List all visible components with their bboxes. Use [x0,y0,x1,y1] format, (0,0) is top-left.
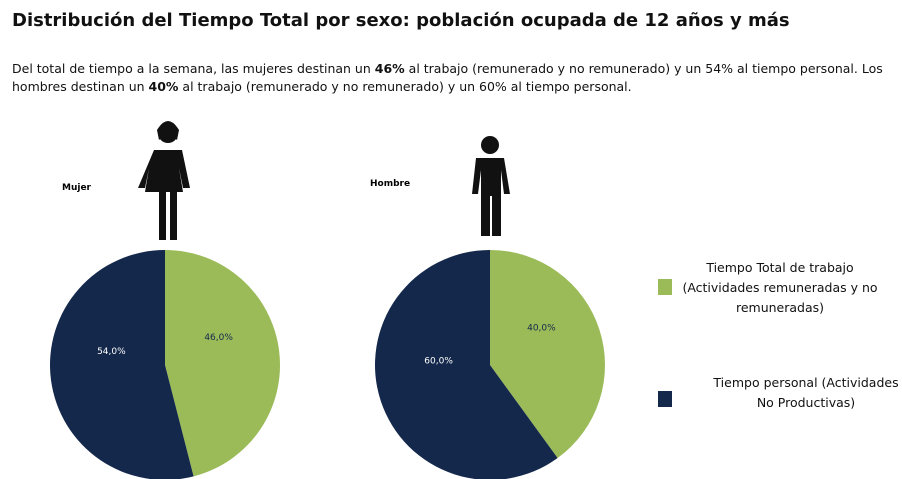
charts: Mujer 46,0% 54,0% Hombre 40,0% 60,0% [50,121,605,479]
title: Distribución del Tiempo Total por sexo: … [12,10,790,31]
pie-slice [490,250,605,459]
legend-swatch [658,279,672,295]
description-text: 40% [148,79,179,94]
data-label: 54,0% [97,347,126,357]
description-text: al trabajo (remunerado y no remunerado) … [178,79,632,94]
description-text: 46% [374,61,405,76]
description-text: al trabajo (remunerado y no remunerado) … [12,61,883,94]
pie-slice [165,250,280,477]
data-label: 60,0% [424,357,453,367]
data-label: 46,0% [204,333,233,343]
pie-slice [375,250,558,479]
man-icon [472,136,510,236]
pie-title: Hombre [370,179,410,189]
legend-label: Tiempo Total de trabajo (Actividades rem… [682,260,878,315]
data-label: 40,0% [527,323,556,333]
legend-swatch [658,391,672,407]
legend-label: Tiempo personal (Actividades No Producti… [713,375,899,410]
description: Del total de tiempo a la semana, las muj… [12,60,892,96]
description-text: Del total de tiempo a la semana, las muj… [12,61,375,76]
woman-icon [138,121,190,240]
pie-slice [50,250,194,479]
pie-title: Mujer [62,183,92,193]
